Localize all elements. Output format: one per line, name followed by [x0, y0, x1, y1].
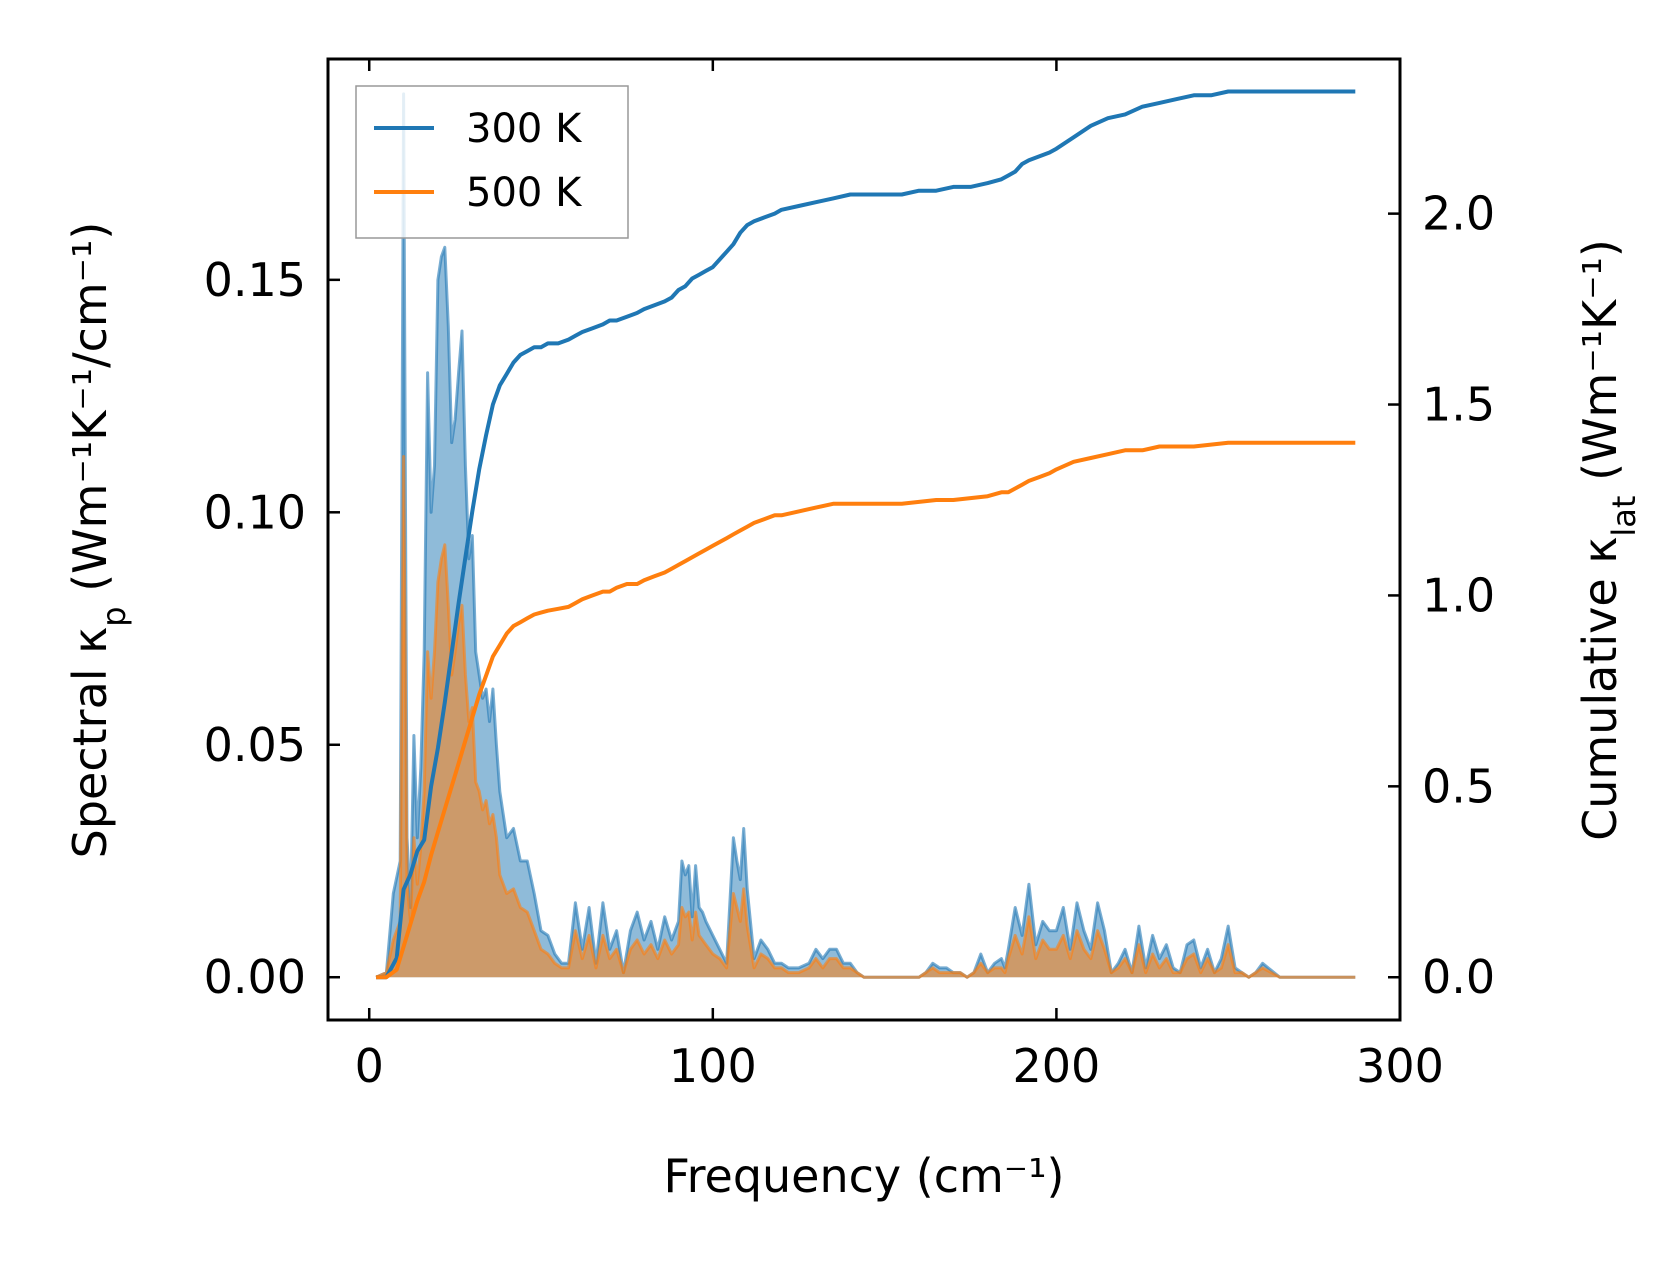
y-left-tick-label: 0.10: [204, 485, 306, 539]
y-right-tick-label: 0.0: [1422, 950, 1495, 1004]
x-axis-label: Frequency (cm⁻¹): [664, 1149, 1065, 1203]
spectral-line-500k: [375, 455, 1356, 979]
tick-labels: 0 100 200 300 0.00 0.05 0.10 0.15 0.0 0.5 1.0 1.5 2.…: [204, 187, 1496, 1093]
y-right-label-sub: lat: [1605, 496, 1643, 537]
legend-label-300k: 300 K: [466, 106, 583, 152]
y-right-tick-label: 0.5: [1422, 759, 1495, 813]
y-right-tick-label: 1.5: [1422, 378, 1495, 432]
legend: 300 K 500 K: [355, 85, 629, 239]
spectral-area-500k: [376, 456, 1356, 978]
y-left-label-prefix: Spectral κ: [63, 627, 117, 859]
y-axis-label-left: Spectral κp (Wm⁻¹K⁻¹/cm⁻¹): [63, 222, 133, 859]
y-right-tick-label: 2.0: [1422, 187, 1495, 241]
y-left-tick-label: 0.15: [204, 253, 306, 307]
data-lines: [376, 89, 1356, 980]
spectral-fills: [375, 92, 1356, 979]
y-left-tick-label: 0.00: [204, 950, 306, 1004]
spectral-line-300k: [375, 92, 1356, 979]
plot-frame: [326, 57, 1402, 1022]
y-right-tick-label: 1.0: [1422, 568, 1495, 622]
y-left-label-sub: p: [95, 606, 133, 626]
legend-label-500k: 500 K: [466, 170, 583, 216]
x-tick-label: 100: [669, 1039, 757, 1093]
cumulative-line-500k: [376, 440, 1356, 980]
axis-ticks: [328, 59, 1402, 1020]
x-tick-label: 0: [355, 1039, 384, 1093]
x-tick-label: 300: [1356, 1039, 1444, 1093]
y-right-label-suffix: (Wm⁻¹K⁻¹): [1573, 239, 1627, 495]
cumulative-line-300k: [376, 89, 1356, 980]
y-left-tick-label: 0.05: [204, 718, 306, 772]
y-axis-label-right: Cumulative κlat (Wm⁻¹K⁻¹): [1573, 239, 1643, 841]
x-tick-label: 200: [1013, 1039, 1101, 1093]
y-right-label-prefix: Cumulative κ: [1573, 537, 1627, 841]
y-left-label-suffix: (Wm⁻¹K⁻¹/cm⁻¹): [63, 222, 117, 607]
legend-box: [355, 85, 629, 239]
